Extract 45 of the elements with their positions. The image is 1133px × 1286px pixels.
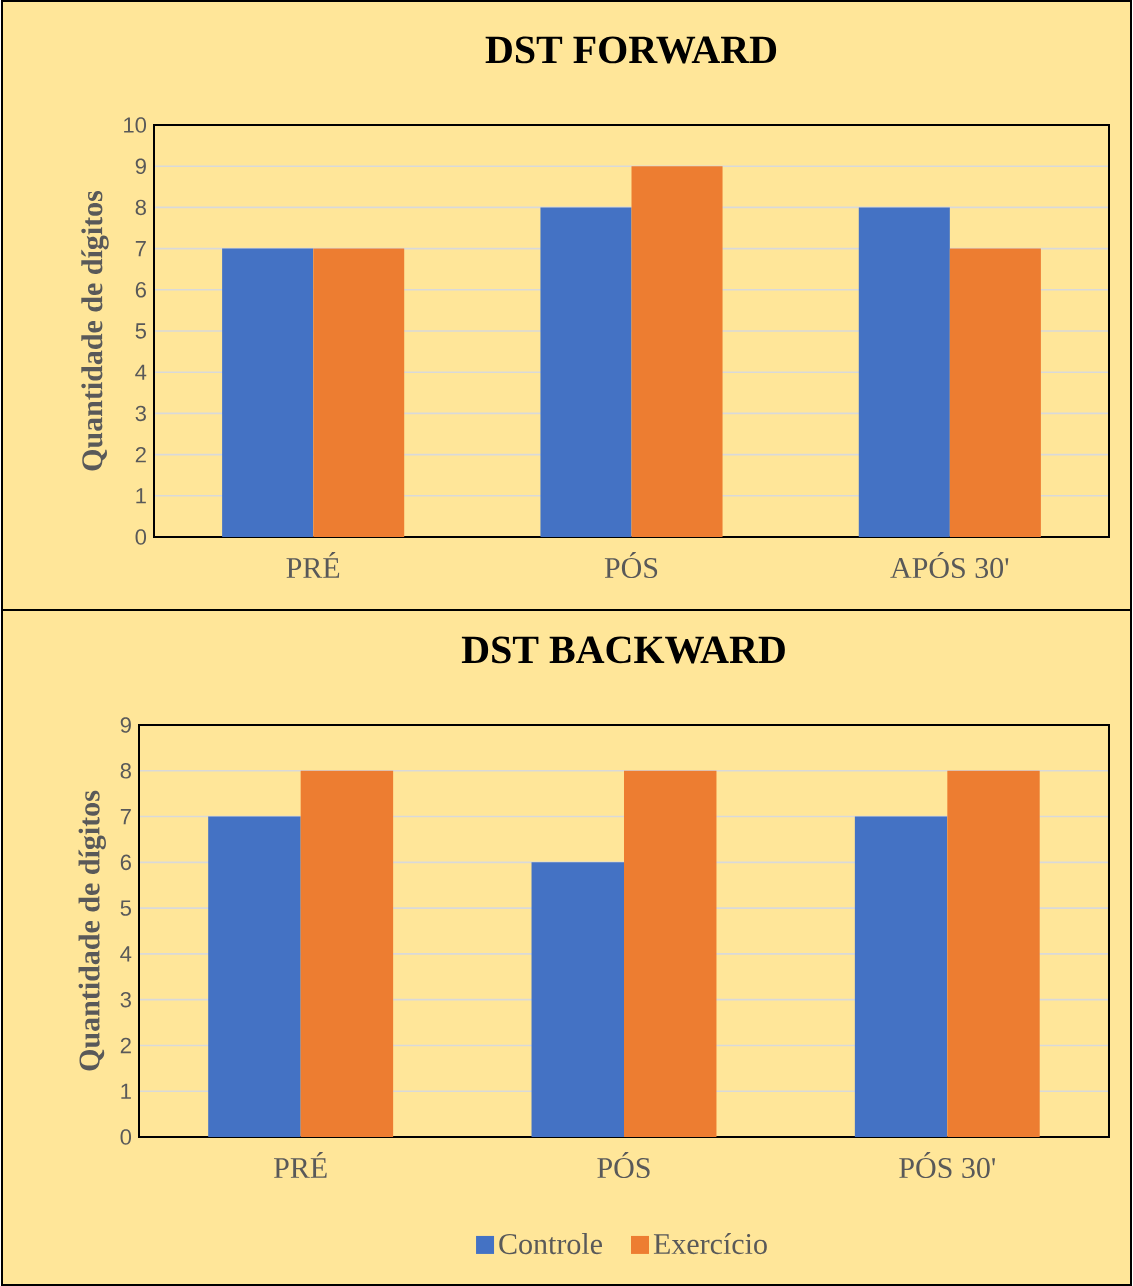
y-tick-label: 2 <box>135 446 146 463</box>
x-tick-label: PÓS 30' <box>899 1152 996 1179</box>
y-tick-label: 9 <box>135 158 146 174</box>
y-tick-label: 9 <box>120 717 131 733</box>
x-tick-label: PÓS <box>597 1152 650 1179</box>
bar <box>208 816 301 1137</box>
y-tick-label: 5 <box>120 900 131 916</box>
bar <box>540 207 632 537</box>
y-axis-title: Quantidade de dígitos <box>81 190 109 471</box>
bar <box>631 166 723 537</box>
y-tick-label: 8 <box>120 763 131 779</box>
y-tick-label: 5 <box>135 323 146 339</box>
bar <box>624 770 717 1137</box>
x-tick-label: APÓS 30' <box>890 552 1009 579</box>
bar <box>531 862 624 1137</box>
y-tick-label: 3 <box>120 991 131 1008</box>
y-tick-label: 1 <box>121 1083 131 1099</box>
y-tick-label: 6 <box>120 854 131 871</box>
x-tick-label: PRÉ <box>274 1152 327 1178</box>
y-tick-label: 2 <box>120 1037 131 1054</box>
y-tick-label: 3 <box>135 405 146 422</box>
y-tick-label: 4 <box>135 364 147 380</box>
y-tick-label: 10 <box>124 117 147 133</box>
bar <box>947 770 1040 1137</box>
bar <box>300 770 394 1137</box>
y-tick-label: 8 <box>135 199 146 216</box>
legend-label: Exercício <box>653 1233 767 1255</box>
y-tick-label: 0 <box>120 1129 132 1145</box>
bar <box>858 207 950 537</box>
y-tick-label: 4 <box>120 946 132 962</box>
y-tick-label: 7 <box>135 241 146 257</box>
bar <box>949 248 1041 537</box>
chart-title: DST FORWARD <box>485 36 777 64</box>
y-tick-label: 0 <box>135 529 147 545</box>
y-tick-label: 7 <box>120 809 131 825</box>
x-tick-label: PRÉ <box>286 552 340 578</box>
y-axis-title: Quantidade de dígitos <box>78 790 106 1071</box>
y-tick-label: 1 <box>136 488 146 504</box>
x-tick-label: PÓS <box>604 552 658 579</box>
chart-title: DST BACKWARD <box>461 636 785 664</box>
bar <box>854 816 948 1137</box>
bar <box>222 248 314 537</box>
y-tick-label: 6 <box>135 282 146 298</box>
bar <box>313 248 405 537</box>
legend-label: Controle <box>499 1233 602 1255</box>
